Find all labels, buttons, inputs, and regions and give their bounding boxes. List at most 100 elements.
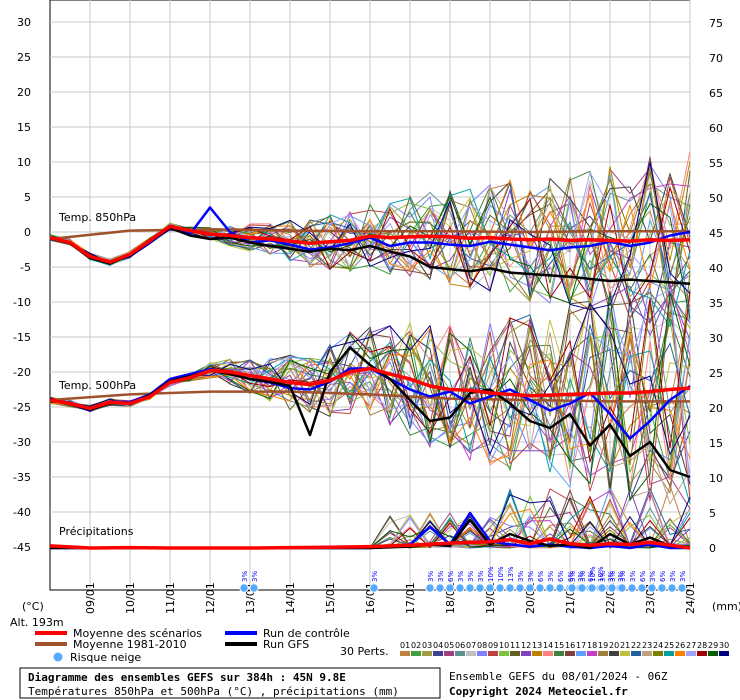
snow-risk-label: 3%	[649, 571, 657, 582]
pert-swatch	[521, 651, 531, 656]
snow-risk-label: 10%	[487, 566, 495, 582]
snow-risk-label: 3%	[629, 571, 637, 582]
right-tick-label: 25	[709, 367, 723, 380]
snow-risk-label: 3%	[251, 571, 259, 582]
snowflake-icon	[577, 583, 587, 593]
pert-number: 29	[708, 641, 718, 650]
section-label-precip: Précipitations	[59, 525, 134, 538]
pert-swatch	[400, 651, 410, 656]
pert-number: 17	[576, 641, 586, 650]
pert-number: 06	[455, 641, 465, 650]
pert-swatch	[576, 651, 586, 656]
pert-number: 25	[664, 641, 674, 650]
snow-risk-label: 3%	[617, 571, 625, 582]
left-tick-label: -45	[13, 541, 31, 554]
x-tick-label: 17/01	[404, 582, 417, 614]
snow-risk-label: 3%	[607, 571, 615, 582]
snowflake-icon	[485, 583, 495, 593]
pert-number: 20	[609, 641, 619, 650]
right-tick-label: 75	[709, 17, 723, 30]
snow-risk-label: 3%	[517, 571, 525, 582]
left-tick-label: -40	[13, 506, 31, 519]
snowflake-icon	[425, 583, 435, 593]
pert-number: 18	[587, 641, 597, 650]
snowflake-icon	[637, 583, 647, 593]
snow-risk-label: 3%	[579, 571, 587, 582]
snowflake-icon	[647, 583, 657, 593]
pert-number: 03	[422, 641, 432, 650]
snowflake-icon	[445, 583, 455, 593]
snow-risk-label: 3%	[437, 571, 445, 582]
pert-swatch	[675, 651, 685, 656]
right-tick-label: 50	[709, 192, 723, 205]
left-tick-label: -30	[13, 436, 31, 449]
snow-risk-label: 3%	[547, 571, 555, 582]
pert-swatch	[708, 651, 718, 656]
snow-risk-label: 3%	[427, 571, 435, 582]
right-tick-label: 40	[709, 262, 723, 275]
pert-swatch	[488, 651, 498, 656]
snowflake-icon	[475, 583, 485, 593]
pert-swatch	[444, 651, 454, 656]
info-subtitle: Températures 850hPa et 500hPa (°C) , pré…	[28, 685, 399, 698]
left-tick-label: -10	[13, 296, 31, 309]
right-tick-label: 30	[709, 332, 723, 345]
x-tick-label: 15/01	[324, 582, 337, 614]
pert-number: 13	[532, 641, 542, 650]
left-tick-label: 5	[24, 191, 31, 204]
snow-risk-label: 3%	[527, 571, 535, 582]
series-layer	[49, 151, 691, 550]
right-tick-label: 15	[709, 437, 723, 450]
right-tick-label: 5	[709, 507, 716, 520]
x-tick-label: 24/01	[684, 582, 697, 614]
right-tick-label: 70	[709, 52, 723, 65]
x-tick-label: 12/01	[204, 582, 217, 614]
pert-number: 10	[499, 641, 509, 650]
pert-swatch	[719, 651, 729, 656]
pert-number: 28	[697, 641, 707, 650]
snowflake-icon	[369, 583, 379, 593]
section-label-t850: Temp. 850hPa	[58, 211, 136, 224]
pert-swatch	[543, 651, 553, 656]
snowflake-icon	[627, 583, 637, 593]
snow-risk-label: 3%	[457, 571, 465, 582]
series-moyenne-des-sc-narios-t500	[49, 366, 691, 411]
series-moyenne-1981-2010-t850	[49, 227, 690, 241]
left-tick-label: 20	[17, 86, 31, 99]
pert-swatch	[510, 651, 520, 656]
snow-risk-label: 3%	[577, 571, 585, 582]
snowflake-icon	[657, 583, 667, 593]
pert-number: 01	[400, 641, 410, 650]
pert-swatch	[411, 651, 421, 656]
snow-risk-label: 6%	[447, 571, 455, 582]
snowflake-icon	[505, 583, 515, 593]
info-box	[19, 667, 441, 699]
snowflake-icon	[597, 583, 607, 593]
snow-risk-label: 13%	[507, 566, 515, 582]
snow-risk-label: 6%	[587, 571, 595, 582]
snow-risk-label: 10%	[589, 566, 597, 582]
x-tick-label: 09/01	[84, 582, 97, 614]
right-unit-label: (mm)	[712, 600, 740, 613]
snow-risk-layer: 3% 3% 3% 3% 3% 6% 3% 3% 3% 10% 10% 13% 3% 3% 6% 3% 6% 6% 3…	[239, 566, 687, 593]
pert-swatch	[642, 651, 652, 656]
pert-swatch	[686, 651, 696, 656]
snowflake-icon	[567, 583, 577, 593]
left-tick-label: 15	[17, 121, 31, 134]
perturbations-legend: 30 Perts. 01 02 03 04 05 06 07 08 09 10 11 12 13 14 15 1…	[340, 641, 729, 658]
legend-label: Moyenne 1981-2010	[73, 638, 187, 651]
snow-risk-label: 3%	[371, 571, 379, 582]
snow-risk-label: 3%	[609, 571, 617, 582]
snowflake-icon	[667, 583, 677, 593]
left-tick-label: -15	[13, 331, 31, 344]
snow-risk-label: 3%	[669, 571, 677, 582]
left-unit-label: (°C)	[22, 600, 44, 613]
pert-number: 22	[631, 641, 641, 650]
x-tick-label: 10/01	[124, 582, 137, 614]
pert-number: 30	[719, 641, 729, 650]
right-tick-label: 55	[709, 157, 723, 170]
chart-grid	[49, 0, 691, 591]
series-moyenne-des-sc-narios-t850	[49, 224, 691, 264]
right-tick-label: 60	[709, 122, 723, 135]
snowflake-icon	[677, 583, 687, 593]
